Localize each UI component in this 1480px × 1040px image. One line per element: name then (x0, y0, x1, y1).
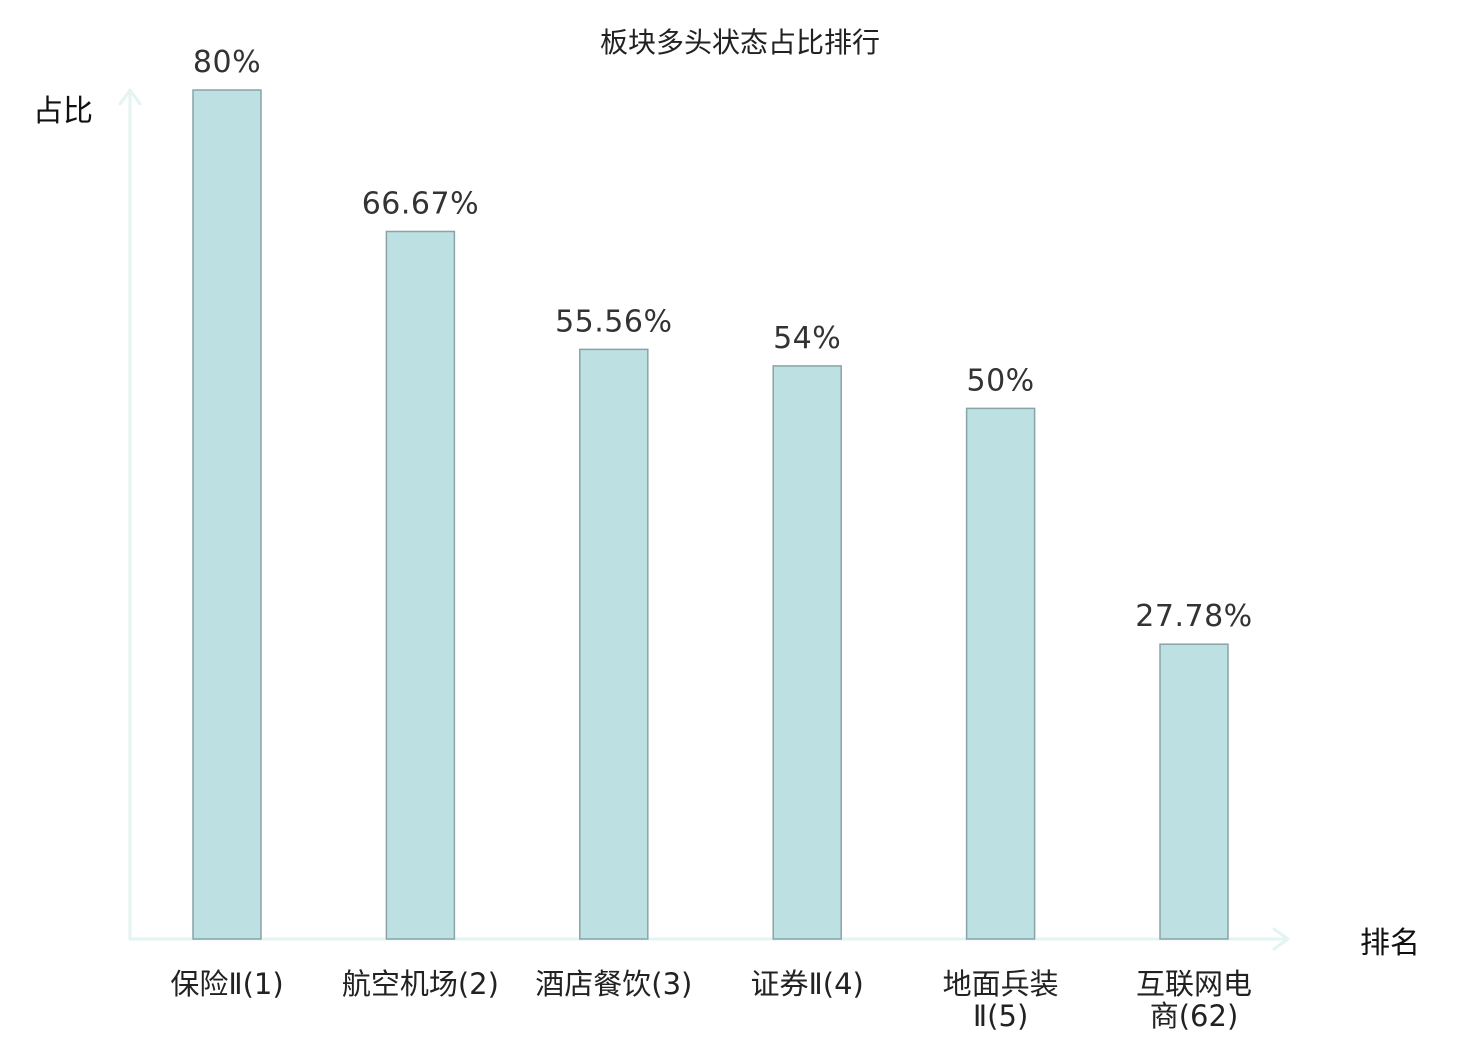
bar (772, 365, 842, 940)
bars (192, 89, 1229, 940)
value-label: 54% (773, 321, 841, 356)
bar (385, 230, 456, 940)
category-label: 酒店餐饮(3) (535, 967, 692, 1001)
x-axis-arrow (1272, 927, 1290, 951)
value-label: 80% (193, 45, 261, 80)
bar (1159, 643, 1229, 940)
value-label: 55.56% (555, 304, 672, 339)
value-labels: 80% 66.67% 55.56% 54% 50% 27.78% (193, 45, 1252, 634)
y-axis-label: 占比 (33, 94, 93, 129)
category-label: 证券Ⅱ(4) (751, 967, 864, 1001)
y-axis-arrow (118, 88, 142, 106)
category-label: 地面兵装 (943, 967, 1059, 1001)
value-label: 27.78% (1135, 599, 1252, 634)
bar (192, 89, 262, 940)
category-label: 航空机场(2) (342, 967, 499, 1001)
category-label: 保险Ⅱ(1) (170, 967, 283, 1001)
axes (118, 88, 1290, 951)
category-label: Ⅱ(5) (973, 999, 1028, 1033)
category-label: 商(62) (1150, 999, 1239, 1033)
category-label: 互联网电 (1136, 967, 1252, 1001)
value-label: 66.67% (362, 186, 479, 221)
chart-title: 板块多头状态占比排行 (600, 26, 880, 59)
bar (965, 407, 1036, 940)
value-label: 50% (967, 363, 1035, 398)
bar (579, 348, 649, 940)
x-axis-label: 排名 (1360, 926, 1420, 961)
